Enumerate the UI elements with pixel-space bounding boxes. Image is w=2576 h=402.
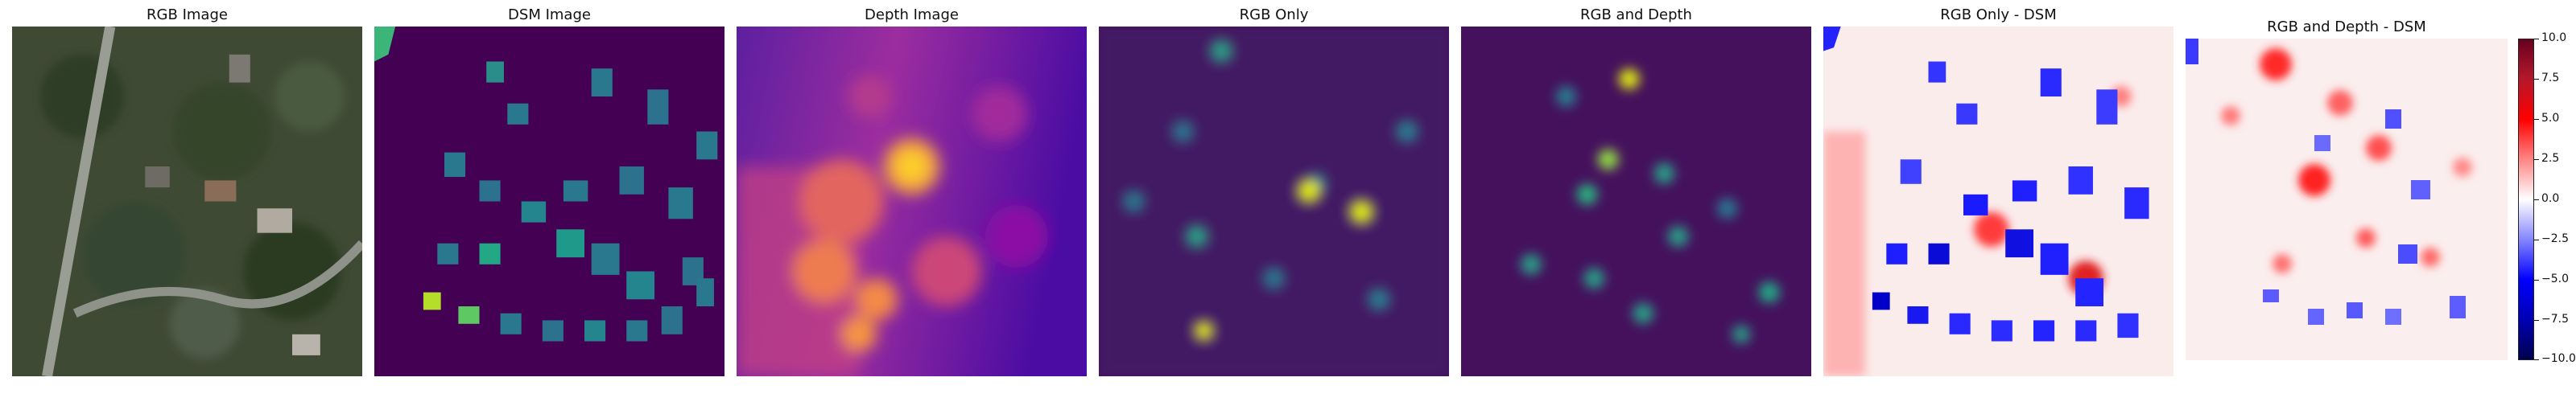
colorbar-tick: 10.0	[2541, 31, 2567, 44]
rgb-and-depth-prediction	[1461, 27, 1811, 376]
title-rgb-and-depth: RGB and Depth	[1580, 6, 1692, 23]
colorbar-tick: −10.0	[2541, 352, 2576, 365]
colorbar-tick: −5.0	[2541, 273, 2569, 285]
rgb-aerial-image	[12, 27, 362, 376]
colorbar	[2518, 39, 2534, 360]
title-rgb-image: RGB Image	[147, 6, 228, 23]
title-rgb-only-minus-dsm: RGB Only - DSM	[1940, 6, 2057, 23]
dsm-height-map	[374, 27, 724, 376]
colorbar-tick: −2.5	[2541, 232, 2569, 245]
colorbar-tick: 0.0	[2541, 192, 2560, 205]
colorbar-tick: 2.5	[2541, 152, 2560, 165]
colorbar-tick: 5.0	[2541, 112, 2560, 125]
rgb-only-minus-dsm-map	[1823, 27, 2174, 376]
title-rgb-only: RGB Only	[1239, 6, 1309, 23]
depth-map	[737, 27, 1087, 376]
colorbar-tick: 7.5	[2541, 72, 2560, 84]
rgb-only-prediction	[1099, 27, 1449, 376]
title-dsm-image: DSM Image	[508, 6, 591, 23]
title-rgb-and-depth-minus-dsm: RGB and Depth - DSM	[2267, 18, 2426, 35]
colorbar-tick: −7.5	[2541, 313, 2569, 326]
title-depth-image: Depth Image	[865, 6, 959, 23]
rgb-and-depth-minus-dsm-map	[2186, 39, 2508, 360]
